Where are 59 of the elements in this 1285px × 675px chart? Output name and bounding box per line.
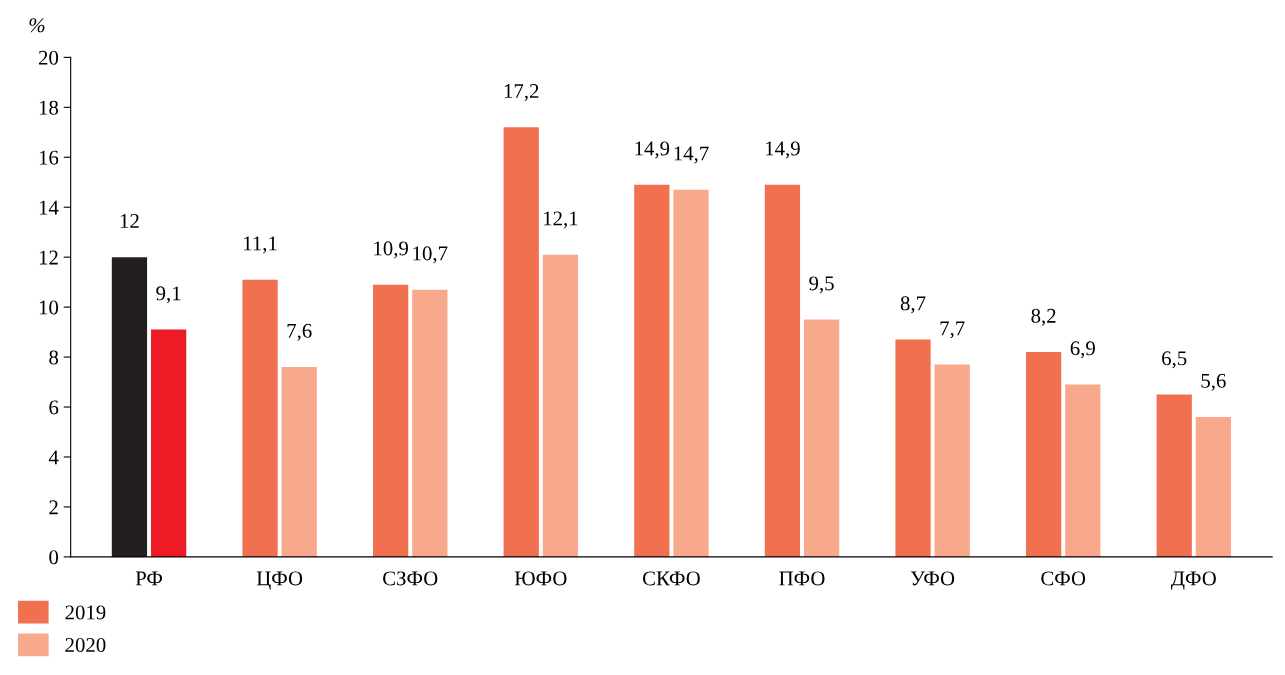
bar [934,364,970,557]
bar [673,189,709,557]
legend-label: 2019 [65,605,106,620]
x-tick-label: ЮФО [514,571,567,586]
y-tick-label: 2 [49,500,58,515]
x-tick-label: СКФО [642,571,700,586]
y-tick-label: 18 [39,100,59,115]
bar [503,127,539,557]
bar [1195,417,1232,557]
x-tick-label: ДФО [1170,571,1216,590]
bar [281,367,317,557]
x-tick-label: ЦФО [256,571,303,590]
y-axis-title: % [29,18,45,33]
data-label: 8,7 [900,296,926,314]
bar [242,279,278,557]
data-label: 7,7 [940,321,965,339]
x-tick-label: СФО [1041,571,1086,586]
y-tick-label: 20 [38,50,59,65]
data-label: 6,5 [1162,351,1187,369]
x-tick-label: ПФО [779,571,825,586]
data-label: 10,7 [413,246,448,264]
bar [150,329,187,557]
data-label: 12 [120,213,139,228]
data-label: 17,2 [504,84,539,102]
data-label: 14,7 [674,146,709,164]
y-tick-label: 10 [39,300,59,315]
data-label: 9,1 [156,286,181,304]
data-label: 11,1 [244,236,277,254]
data-label: 14,9 [635,141,670,159]
bar [895,339,931,557]
y-tick-label: 8 [49,350,59,365]
y-tick-label: 6 [49,400,59,415]
bar [634,184,670,557]
legend-label: 2020 [65,637,106,653]
data-label: 5,6 [1201,373,1226,391]
data-label: 10,9 [374,241,409,259]
data-label: 6,9 [1070,341,1095,359]
data-label: 9,5 [809,276,834,294]
bar [1065,384,1101,557]
bar [764,184,801,557]
bar [373,284,409,557]
bar [1025,352,1062,557]
bar [412,289,448,557]
y-tick-label: 16 [39,150,59,165]
y-tick-label: 14 [39,200,59,215]
bar [111,257,148,557]
data-label: 12,1 [544,211,578,229]
y-tick-label: 4 [48,450,59,465]
y-tick-label: 12 [39,250,58,265]
bar [803,319,840,557]
bar [542,254,579,557]
data-label: 7,6 [287,323,312,341]
bar [1156,394,1192,557]
x-tick-label: СЗФО [383,571,438,586]
data-label: 14,9 [766,141,800,159]
data-label: 8,2 [1031,308,1056,326]
x-tick-label: УФО [910,571,955,586]
y-tick-label: 0 [49,550,59,565]
x-tick-label: РФ [135,571,163,586]
